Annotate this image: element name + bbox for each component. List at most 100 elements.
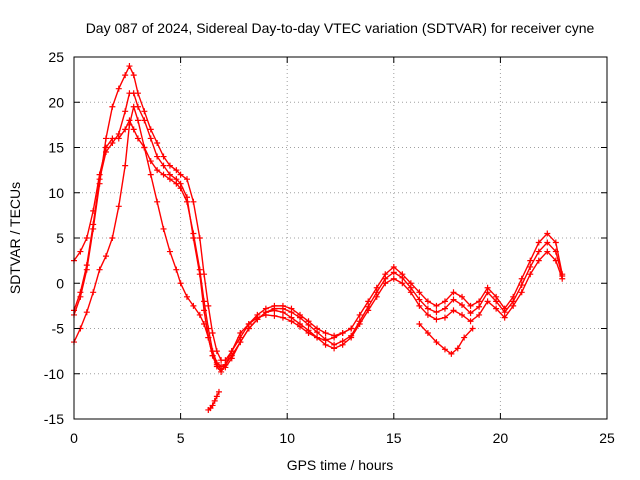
data-point bbox=[218, 366, 225, 373]
data-point bbox=[83, 309, 90, 316]
data-point bbox=[450, 289, 457, 296]
data-point bbox=[356, 318, 363, 325]
y-tick-label: 0 bbox=[56, 275, 64, 291]
data-point bbox=[134, 103, 141, 110]
series-track-4 bbox=[71, 90, 566, 373]
data-point bbox=[454, 345, 461, 352]
data-point bbox=[365, 303, 372, 310]
data-point bbox=[190, 302, 197, 309]
data-point bbox=[90, 221, 97, 228]
data-point bbox=[433, 302, 440, 309]
axis-ticks: 0 5 10 15 20 25 -15 -10 -5 0 5 10 15 20 25 bbox=[44, 49, 615, 446]
data-point bbox=[322, 341, 329, 348]
data-point bbox=[160, 225, 167, 232]
data-point bbox=[147, 135, 154, 142]
y-tick-label: 15 bbox=[48, 140, 64, 156]
data-point bbox=[262, 309, 269, 316]
data-point bbox=[134, 135, 141, 142]
data-point bbox=[122, 126, 129, 133]
data-point bbox=[476, 303, 483, 310]
data-point bbox=[493, 305, 500, 312]
data-point bbox=[390, 269, 397, 276]
data-point bbox=[115, 85, 122, 92]
data-point bbox=[183, 194, 190, 201]
y-tick-label: -5 bbox=[52, 321, 65, 337]
data-point bbox=[205, 334, 212, 341]
data-point bbox=[96, 266, 103, 273]
x-tick-label: 10 bbox=[279, 430, 295, 446]
data-point bbox=[322, 330, 329, 337]
data-point bbox=[322, 336, 329, 343]
data-point bbox=[254, 316, 261, 323]
data-point bbox=[160, 171, 167, 178]
data-point bbox=[476, 298, 483, 305]
y-tick-label: 20 bbox=[48, 94, 64, 110]
data-point bbox=[416, 320, 423, 327]
data-point bbox=[196, 235, 203, 241]
data-point bbox=[433, 316, 440, 323]
data-point bbox=[154, 198, 161, 205]
data-point bbox=[177, 171, 184, 178]
data-point bbox=[461, 334, 468, 341]
data-point bbox=[535, 248, 542, 255]
data-point bbox=[154, 139, 161, 146]
x-tick-label: 15 bbox=[386, 430, 402, 446]
data-point bbox=[544, 230, 551, 237]
data-point bbox=[305, 327, 312, 334]
series-track-6 bbox=[416, 320, 476, 357]
data-point bbox=[527, 257, 534, 264]
data-point bbox=[314, 334, 321, 341]
data-point bbox=[209, 352, 216, 359]
data-point bbox=[83, 235, 90, 241]
data-point bbox=[493, 298, 500, 305]
data-point bbox=[296, 320, 303, 327]
y-tick-label: 25 bbox=[48, 49, 64, 65]
data-series bbox=[71, 63, 566, 413]
data-point bbox=[130, 126, 137, 133]
data-point bbox=[271, 312, 278, 319]
data-point bbox=[459, 293, 466, 300]
x-tick-label: 25 bbox=[599, 430, 615, 446]
data-point bbox=[544, 239, 551, 246]
data-point bbox=[518, 282, 525, 289]
data-point bbox=[407, 284, 414, 291]
data-point bbox=[77, 289, 84, 296]
y-tick-label: -10 bbox=[44, 366, 64, 382]
data-point bbox=[173, 266, 180, 273]
series-line bbox=[73, 92, 563, 371]
data-point bbox=[102, 149, 109, 156]
data-point bbox=[441, 314, 448, 321]
data-point bbox=[535, 257, 542, 264]
data-point bbox=[147, 158, 154, 165]
data-point bbox=[450, 307, 457, 314]
data-point bbox=[544, 248, 551, 255]
data-point bbox=[177, 280, 184, 287]
data-point bbox=[331, 332, 338, 339]
data-point bbox=[209, 402, 216, 409]
series-track-3 bbox=[71, 117, 566, 370]
data-point bbox=[441, 298, 448, 305]
data-point bbox=[510, 298, 517, 305]
data-point bbox=[166, 171, 173, 178]
data-point bbox=[271, 305, 278, 312]
data-point bbox=[160, 153, 167, 160]
data-point bbox=[535, 239, 542, 246]
data-point bbox=[130, 90, 137, 97]
data-point bbox=[211, 397, 218, 404]
data-point bbox=[196, 271, 203, 278]
data-point bbox=[469, 325, 476, 332]
data-point bbox=[237, 339, 244, 346]
data-point bbox=[126, 117, 133, 124]
data-point bbox=[339, 330, 346, 337]
data-point bbox=[441, 346, 448, 353]
series-line bbox=[73, 64, 563, 361]
data-point bbox=[141, 144, 148, 151]
data-point bbox=[527, 271, 534, 278]
data-point bbox=[190, 235, 197, 241]
series-track-5 bbox=[205, 388, 222, 413]
data-point bbox=[201, 298, 208, 305]
data-point bbox=[154, 153, 161, 160]
data-point bbox=[416, 302, 423, 309]
data-point bbox=[173, 167, 180, 174]
